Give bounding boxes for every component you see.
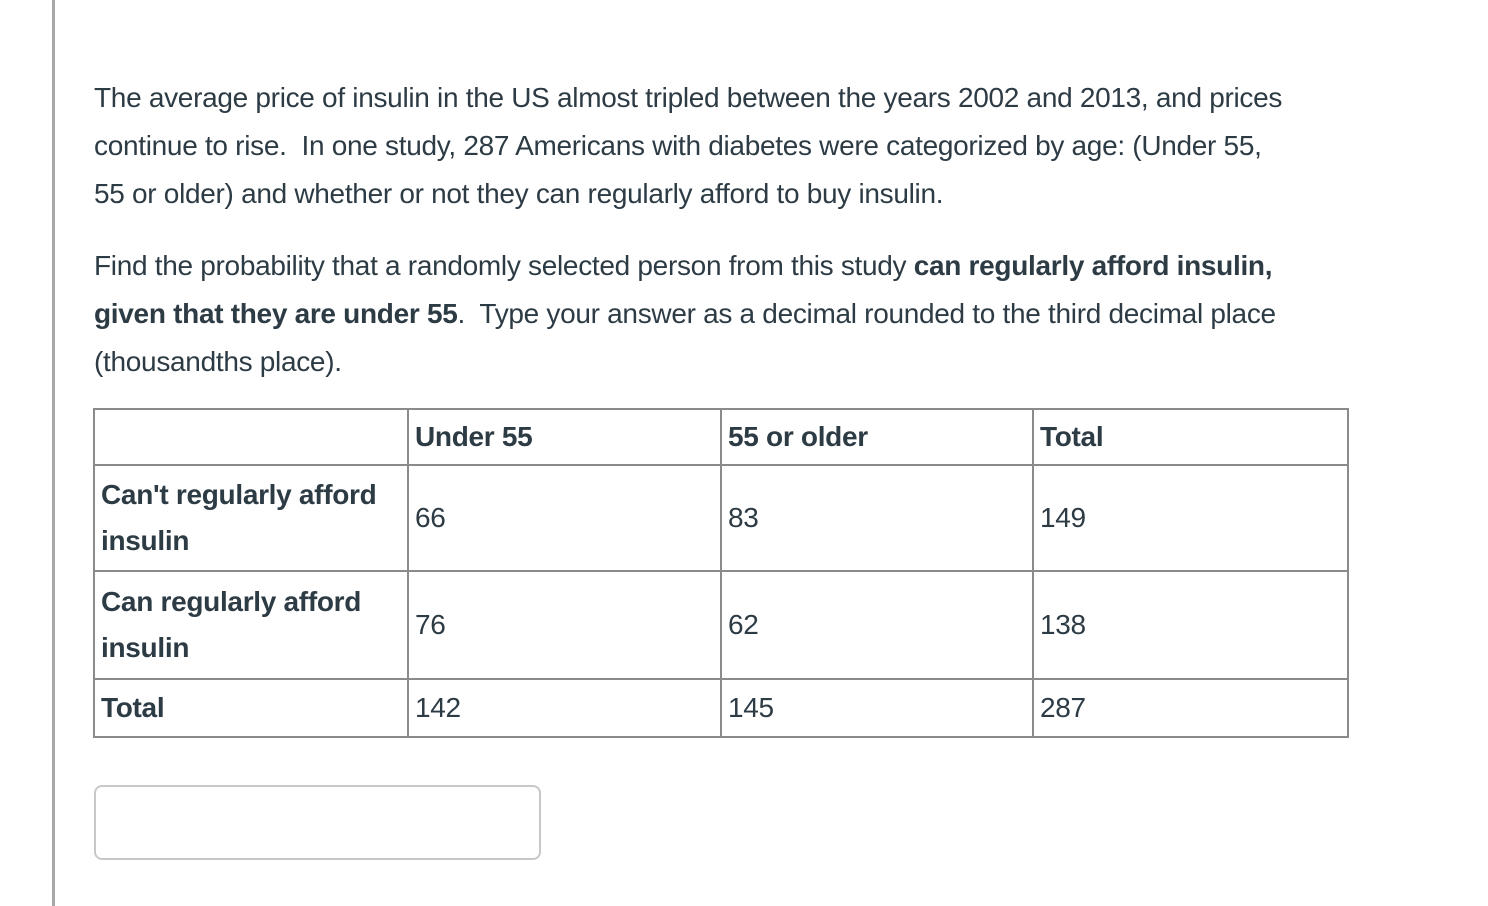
question-text-bold: can regularly afford insulin, — [913, 250, 1273, 281]
row-header-total: Total — [93, 678, 409, 738]
question-text-regular: Find the probability that a randomly sel… — [94, 250, 914, 281]
question-line-3: (thousandths place). — [94, 338, 1276, 386]
col-header-55-or-older: 55 or older — [720, 408, 1034, 466]
cell-can-under55: 76 — [407, 570, 722, 680]
cell-total-total: 287 — [1032, 678, 1349, 738]
cell-can-55older: 62 — [720, 570, 1034, 680]
row-header-cant-afford: Can't regularly afford insulin — [93, 464, 409, 572]
intro-line-1: The average price of insulin in the US a… — [94, 82, 1283, 113]
answer-input[interactable] — [94, 785, 541, 860]
question-line-1: Find the probability that a randomly sel… — [94, 242, 1276, 290]
question-paragraph: Find the probability that a randomly sel… — [94, 242, 1276, 386]
intro-line-2: continue to rise. In one study, 287 Amer… — [94, 130, 1262, 161]
question-text-regular: (thousandths place). — [94, 346, 342, 377]
cell-total-55older: 145 — [720, 678, 1034, 738]
intro-line-3: 55 or older) and whether or not they can… — [94, 178, 944, 209]
cell-can-total: 138 — [1032, 570, 1349, 680]
cell-total-under55: 142 — [407, 678, 722, 738]
cell-cant-total: 149 — [1032, 464, 1349, 572]
cell-cant-under55: 66 — [407, 464, 722, 572]
table-row-can-afford: Can regularly afford insulin 76 62 138 — [93, 570, 1349, 680]
intro-paragraph: The average price of insulin in the US a… — [94, 74, 1282, 218]
col-header-under-55: Under 55 — [407, 408, 722, 466]
table-row-total: Total 142 145 287 — [93, 678, 1349, 738]
table-corner-cell — [93, 408, 409, 466]
table-row-cant-afford: Can't regularly afford insulin 66 83 149 — [93, 464, 1349, 572]
left-border-line — [52, 0, 55, 906]
row-header-can-afford: Can regularly afford insulin — [93, 570, 409, 680]
contingency-table: Under 55 55 or older Total Can't regular… — [93, 408, 1349, 738]
cell-cant-55older: 83 — [720, 464, 1034, 572]
question-line-2: given that they are under 55. Type your … — [94, 290, 1276, 338]
table-header-row: Under 55 55 or older Total — [93, 408, 1349, 466]
question-text-regular: . Type your answer as a decimal rounded … — [457, 298, 1277, 329]
col-header-total: Total — [1032, 408, 1349, 466]
question-text-bold: given that they are under 55 — [94, 298, 458, 329]
